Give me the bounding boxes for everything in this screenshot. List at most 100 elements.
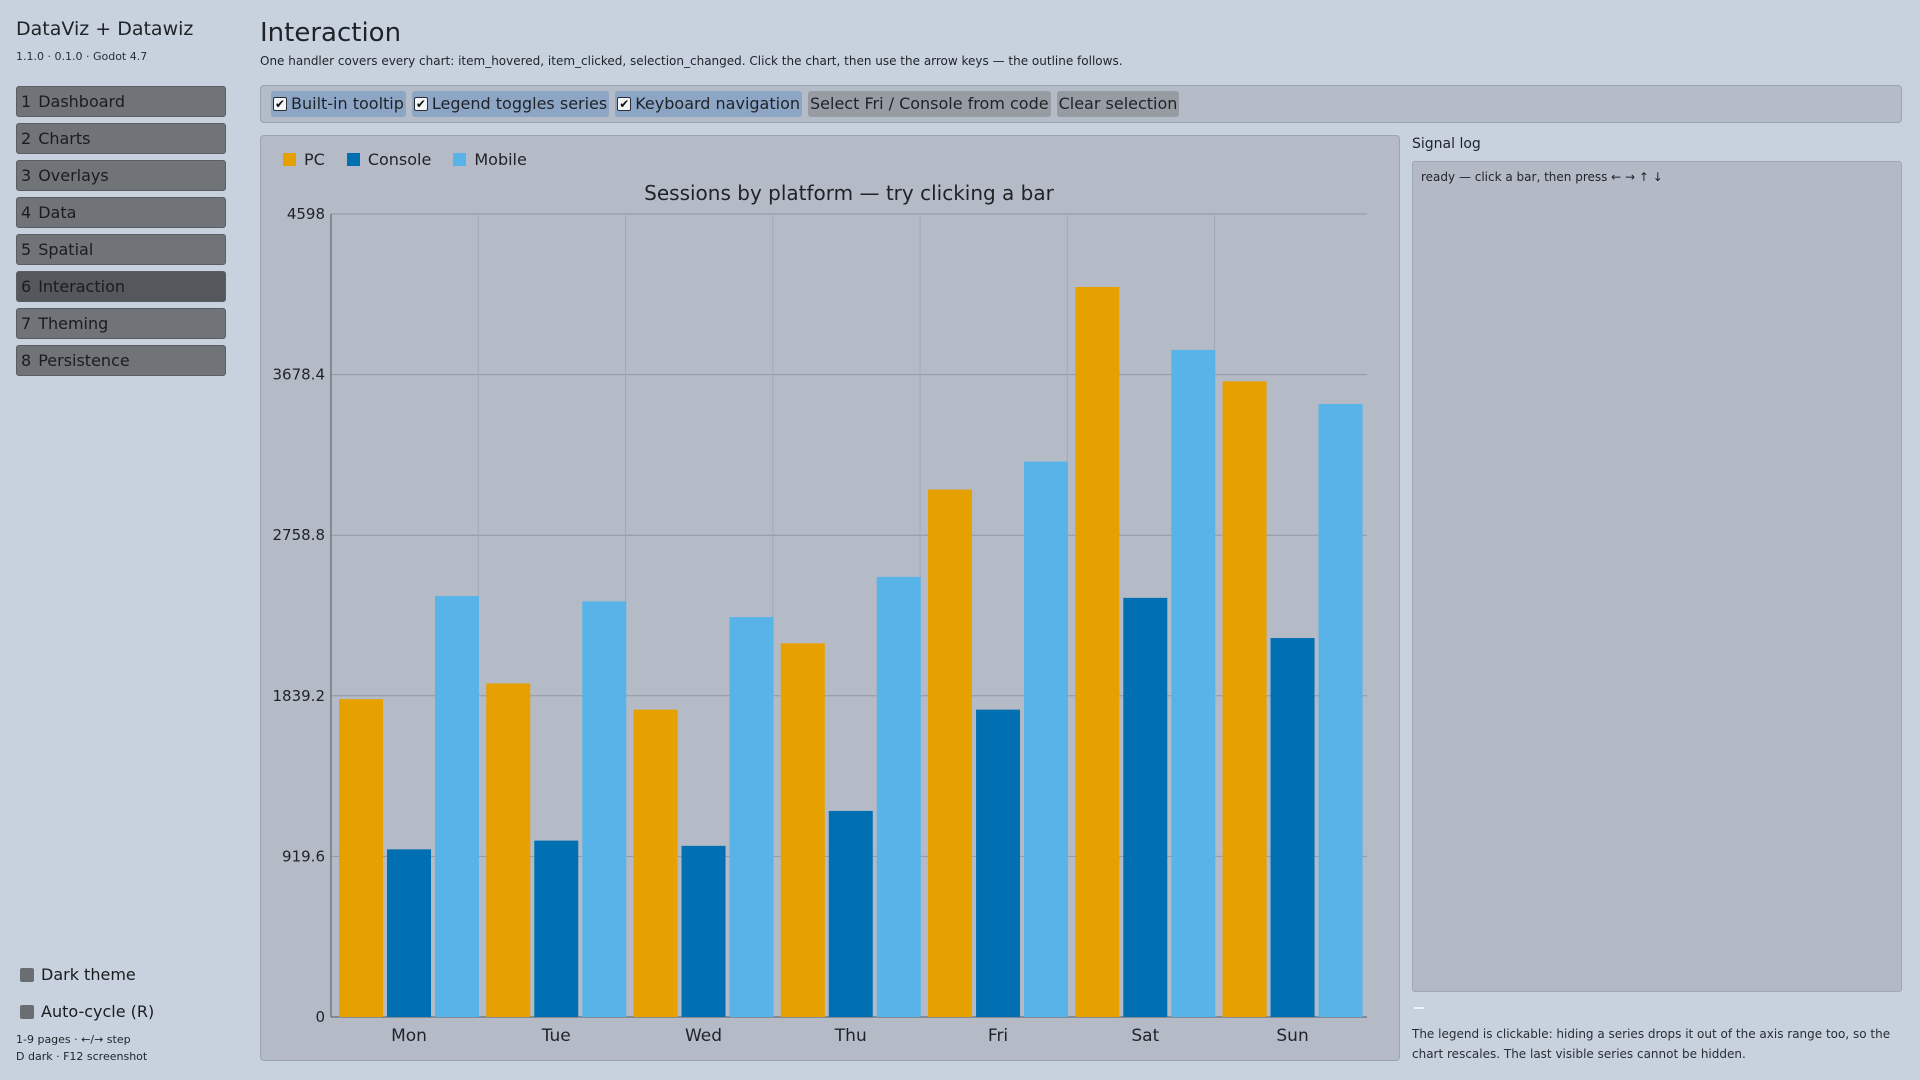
- keyboard-nav-label: Keyboard navigation: [635, 94, 800, 113]
- dark-theme-checkbox[interactable]: [20, 967, 34, 982]
- x-tick-label: Tue: [541, 1026, 571, 1046]
- legend-item-mobile[interactable]: Mobile: [453, 150, 527, 169]
- auto-cycle-toggle[interactable]: Auto-cycle (R): [20, 1002, 154, 1021]
- bar-console-fri[interactable]: [976, 709, 1021, 1017]
- legend-label: PC: [304, 150, 325, 169]
- sidebar-item-label: Charts: [38, 129, 91, 148]
- y-tick-label: 0: [315, 1008, 325, 1026]
- page-title: Interaction: [260, 18, 402, 48]
- signal-log-scroll-indicator: [1414, 1007, 1424, 1009]
- sidebar-item-overlays[interactable]: 3 Overlays: [16, 160, 226, 191]
- keyboard-nav-checkbox[interactable]: ✔: [617, 97, 632, 111]
- bar-console-tue[interactable]: [534, 840, 579, 1017]
- sidebar-item-data[interactable]: 4 Data: [16, 197, 226, 228]
- bar-pc-sat[interactable]: [1075, 287, 1120, 1017]
- sidebar-item-label: Data: [38, 203, 77, 222]
- chart-legend: PC Console Mobile: [283, 150, 527, 169]
- bar-mobile-tue[interactable]: [582, 601, 627, 1017]
- toolbar: ✔ Built-in tooltip ✔ Legend toggles seri…: [260, 85, 1902, 123]
- x-tick-label: Thu: [834, 1026, 867, 1046]
- bar-console-thu[interactable]: [828, 810, 873, 1017]
- y-tick-label: 4598: [287, 205, 325, 223]
- x-tick-label: Fri: [988, 1026, 1008, 1046]
- sidebar-item-number: 1: [21, 92, 32, 111]
- bar-mobile-thu[interactable]: [876, 576, 921, 1017]
- builtin-tooltip-toggle[interactable]: ✔ Built-in tooltip: [271, 91, 406, 117]
- legend-toggles-toggle[interactable]: ✔ Legend toggles series: [411, 91, 610, 117]
- sidebar-item-number: 6: [21, 277, 32, 296]
- sidebar-item-number: 2: [21, 129, 32, 148]
- bar-console-sat[interactable]: [1123, 597, 1168, 1017]
- legend-label: Mobile: [474, 150, 527, 169]
- sidebar-item-number: 4: [21, 203, 32, 222]
- sidebar-item-number: 3: [21, 166, 32, 185]
- sidebar-item-number: 5: [21, 240, 32, 259]
- bar-mobile-sat[interactable]: [1171, 349, 1216, 1017]
- legend-item-console[interactable]: Console: [346, 150, 431, 169]
- chart-panel[interactable]: PC Console Mobile Sessions by platform — t…: [260, 135, 1400, 1061]
- auto-cycle-label: Auto-cycle (R): [41, 1002, 155, 1021]
- app-version: 1.1.0 · 0.1.0 · Godot 4.7: [16, 50, 148, 63]
- legend-swatch: [453, 153, 467, 166]
- clear-selection-button[interactable]: Clear selection: [1056, 91, 1180, 117]
- signal-log-title: Signal log: [1412, 136, 1481, 152]
- dark-theme-toggle[interactable]: Dark theme: [20, 965, 136, 984]
- bar-pc-sun[interactable]: [1222, 381, 1267, 1017]
- sidebar-item-number: 8: [21, 351, 32, 370]
- legend-swatch: [283, 153, 296, 166]
- bar-pc-mon[interactable]: [339, 699, 383, 1017]
- sidebar-item-persistence[interactable]: 8 Persistence: [16, 345, 226, 376]
- sidebar-item-number: 7: [21, 314, 32, 333]
- bar-console-wed[interactable]: [681, 845, 726, 1017]
- signal-log[interactable]: ready — click a bar, then press ← → ↑ ↓: [1412, 161, 1902, 992]
- sidebar-item-label: Dashboard: [38, 92, 125, 111]
- legend-item-pc[interactable]: PC: [283, 150, 325, 169]
- legend-toggles-label: Legend toggles series: [431, 94, 608, 113]
- bar-mobile-fri[interactable]: [1024, 461, 1069, 1018]
- sidebar: DataViz + Datawiz 1.1.0 · 0.1.0 · Godot …: [0, 0, 240, 1080]
- sidebar-item-label: Spatial: [38, 240, 94, 259]
- sidebar-item-dashboard[interactable]: 1 Dashboard: [16, 86, 226, 117]
- bar-pc-tue[interactable]: [486, 683, 531, 1017]
- sidebar-item-interaction[interactable]: 6 Interaction: [16, 271, 226, 302]
- y-tick-label: 919.6: [282, 847, 325, 865]
- legend-swatch: [346, 153, 360, 166]
- sidebar-item-label: Interaction: [38, 277, 125, 296]
- y-tick-label: 3678.4: [273, 366, 326, 384]
- builtin-tooltip-label: Built-in tooltip: [291, 94, 404, 113]
- page-subtitle: One handler covers every chart: item_hov…: [260, 54, 1123, 68]
- chart-title: Sessions by platform — try clicking a ba…: [644, 181, 1054, 205]
- sidebar-item-charts[interactable]: 2 Charts: [16, 123, 226, 154]
- select-from-code-button[interactable]: Select Fri / Console from code: [808, 91, 1051, 117]
- bar-chart[interactable]: Sessions by platform — try clicking a ba…: [261, 136, 1401, 1062]
- x-tick-label: Sun: [1276, 1026, 1308, 1046]
- bar-console-sun[interactable]: [1270, 638, 1315, 1017]
- bar-mobile-mon[interactable]: [435, 596, 479, 1017]
- x-tick-label: Wed: [685, 1026, 722, 1046]
- legend-toggles-checkbox[interactable]: ✔: [413, 97, 428, 111]
- sidebar-item-label: Theming: [38, 314, 109, 333]
- bar-mobile-sun[interactable]: [1318, 404, 1363, 1017]
- sidebar-item-theming[interactable]: 7 Theming: [16, 308, 226, 339]
- sidebar-item-label: Persistence: [38, 351, 130, 370]
- signal-log-line: ready — click a bar, then press ← → ↑ ↓: [1421, 170, 1663, 184]
- bar-console-mon[interactable]: [387, 849, 431, 1017]
- bar-pc-thu[interactable]: [780, 643, 825, 1017]
- bar-pc-fri[interactable]: [928, 489, 973, 1017]
- x-tick-label: Mon: [391, 1026, 427, 1046]
- sidebar-item-spatial[interactable]: 5 Spatial: [16, 234, 226, 265]
- help-line-pages: 1-9 pages · ←/→ step: [16, 1033, 131, 1046]
- y-tick-label: 1839.2: [273, 687, 326, 705]
- sidebar-item-label: Overlays: [38, 166, 109, 185]
- keyboard-nav-toggle[interactable]: ✔ Keyboard navigation: [615, 91, 802, 117]
- dark-theme-label: Dark theme: [41, 965, 136, 984]
- app-title: DataViz + Datawiz: [16, 18, 194, 40]
- signal-log-note: The legend is clickable: hiding a series…: [1412, 1027, 1891, 1061]
- bar-mobile-wed[interactable]: [729, 617, 774, 1017]
- builtin-tooltip-checkbox[interactable]: ✔: [273, 97, 287, 111]
- sidebar-nav: 1 Dashboard 2 Charts 3 Overlays 4 Data 5 Spatial 6…: [16, 86, 226, 382]
- help-line-keys: D dark · F12 screenshot: [16, 1050, 148, 1063]
- auto-cycle-checkbox[interactable]: [20, 1004, 34, 1019]
- x-tick-label: Sat: [1131, 1026, 1159, 1046]
- bar-pc-wed[interactable]: [633, 709, 678, 1017]
